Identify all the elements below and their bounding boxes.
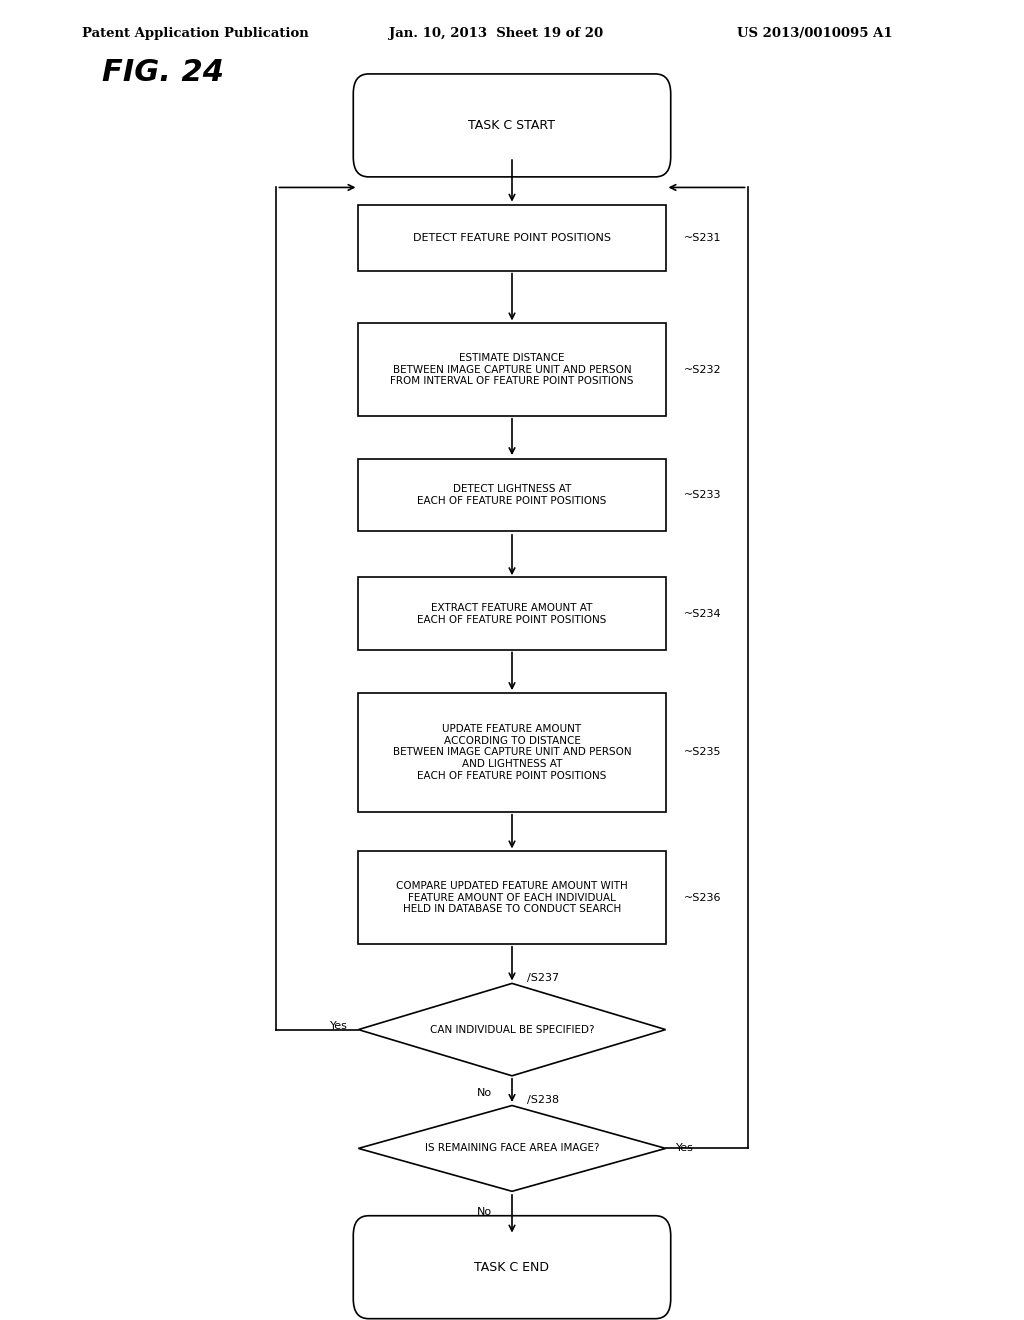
FancyBboxPatch shape bbox=[358, 693, 666, 812]
Text: No: No bbox=[476, 1206, 492, 1217]
Text: Jan. 10, 2013  Sheet 19 of 20: Jan. 10, 2013 Sheet 19 of 20 bbox=[389, 26, 603, 40]
Text: ~S235: ~S235 bbox=[684, 747, 722, 758]
FancyBboxPatch shape bbox=[353, 74, 671, 177]
Text: US 2013/0010095 A1: US 2013/0010095 A1 bbox=[737, 26, 893, 40]
Text: ~S236: ~S236 bbox=[684, 892, 722, 903]
Text: /S238: /S238 bbox=[527, 1094, 559, 1105]
Text: EXTRACT FEATURE AMOUNT AT
EACH OF FEATURE POINT POSITIONS: EXTRACT FEATURE AMOUNT AT EACH OF FEATUR… bbox=[418, 603, 606, 624]
Text: DETECT FEATURE POINT POSITIONS: DETECT FEATURE POINT POSITIONS bbox=[413, 232, 611, 243]
Text: No: No bbox=[476, 1088, 492, 1098]
Text: Yes: Yes bbox=[676, 1143, 693, 1154]
Text: COMPARE UPDATED FEATURE AMOUNT WITH
FEATURE AMOUNT OF EACH INDIVIDUAL
HELD IN DA: COMPARE UPDATED FEATURE AMOUNT WITH FEAT… bbox=[396, 880, 628, 915]
Text: FIG. 24: FIG. 24 bbox=[102, 58, 224, 87]
FancyBboxPatch shape bbox=[358, 458, 666, 531]
FancyBboxPatch shape bbox=[358, 205, 666, 271]
Text: Patent Application Publication: Patent Application Publication bbox=[82, 26, 308, 40]
FancyBboxPatch shape bbox=[358, 323, 666, 416]
Text: CAN INDIVIDUAL BE SPECIFIED?: CAN INDIVIDUAL BE SPECIFIED? bbox=[430, 1024, 594, 1035]
Text: UPDATE FEATURE AMOUNT
ACCORDING TO DISTANCE
BETWEEN IMAGE CAPTURE UNIT AND PERSO: UPDATE FEATURE AMOUNT ACCORDING TO DISTA… bbox=[392, 725, 632, 780]
FancyBboxPatch shape bbox=[353, 1216, 671, 1319]
Text: /S237: /S237 bbox=[527, 973, 559, 983]
Polygon shape bbox=[358, 1106, 666, 1191]
Text: DETECT LIGHTNESS AT
EACH OF FEATURE POINT POSITIONS: DETECT LIGHTNESS AT EACH OF FEATURE POIN… bbox=[418, 484, 606, 506]
Text: ~S234: ~S234 bbox=[684, 609, 722, 619]
Text: ~S232: ~S232 bbox=[684, 364, 722, 375]
FancyBboxPatch shape bbox=[358, 851, 666, 944]
Text: IS REMAINING FACE AREA IMAGE?: IS REMAINING FACE AREA IMAGE? bbox=[425, 1143, 599, 1154]
Text: TASK C END: TASK C END bbox=[474, 1261, 550, 1274]
Text: ~S233: ~S233 bbox=[684, 490, 722, 500]
Text: ESTIMATE DISTANCE
BETWEEN IMAGE CAPTURE UNIT AND PERSON
FROM INTERVAL OF FEATURE: ESTIMATE DISTANCE BETWEEN IMAGE CAPTURE … bbox=[390, 352, 634, 387]
Text: Yes: Yes bbox=[331, 1020, 348, 1031]
FancyBboxPatch shape bbox=[358, 577, 666, 649]
Text: TASK C START: TASK C START bbox=[469, 119, 555, 132]
Polygon shape bbox=[358, 983, 666, 1076]
Text: ~S231: ~S231 bbox=[684, 232, 722, 243]
